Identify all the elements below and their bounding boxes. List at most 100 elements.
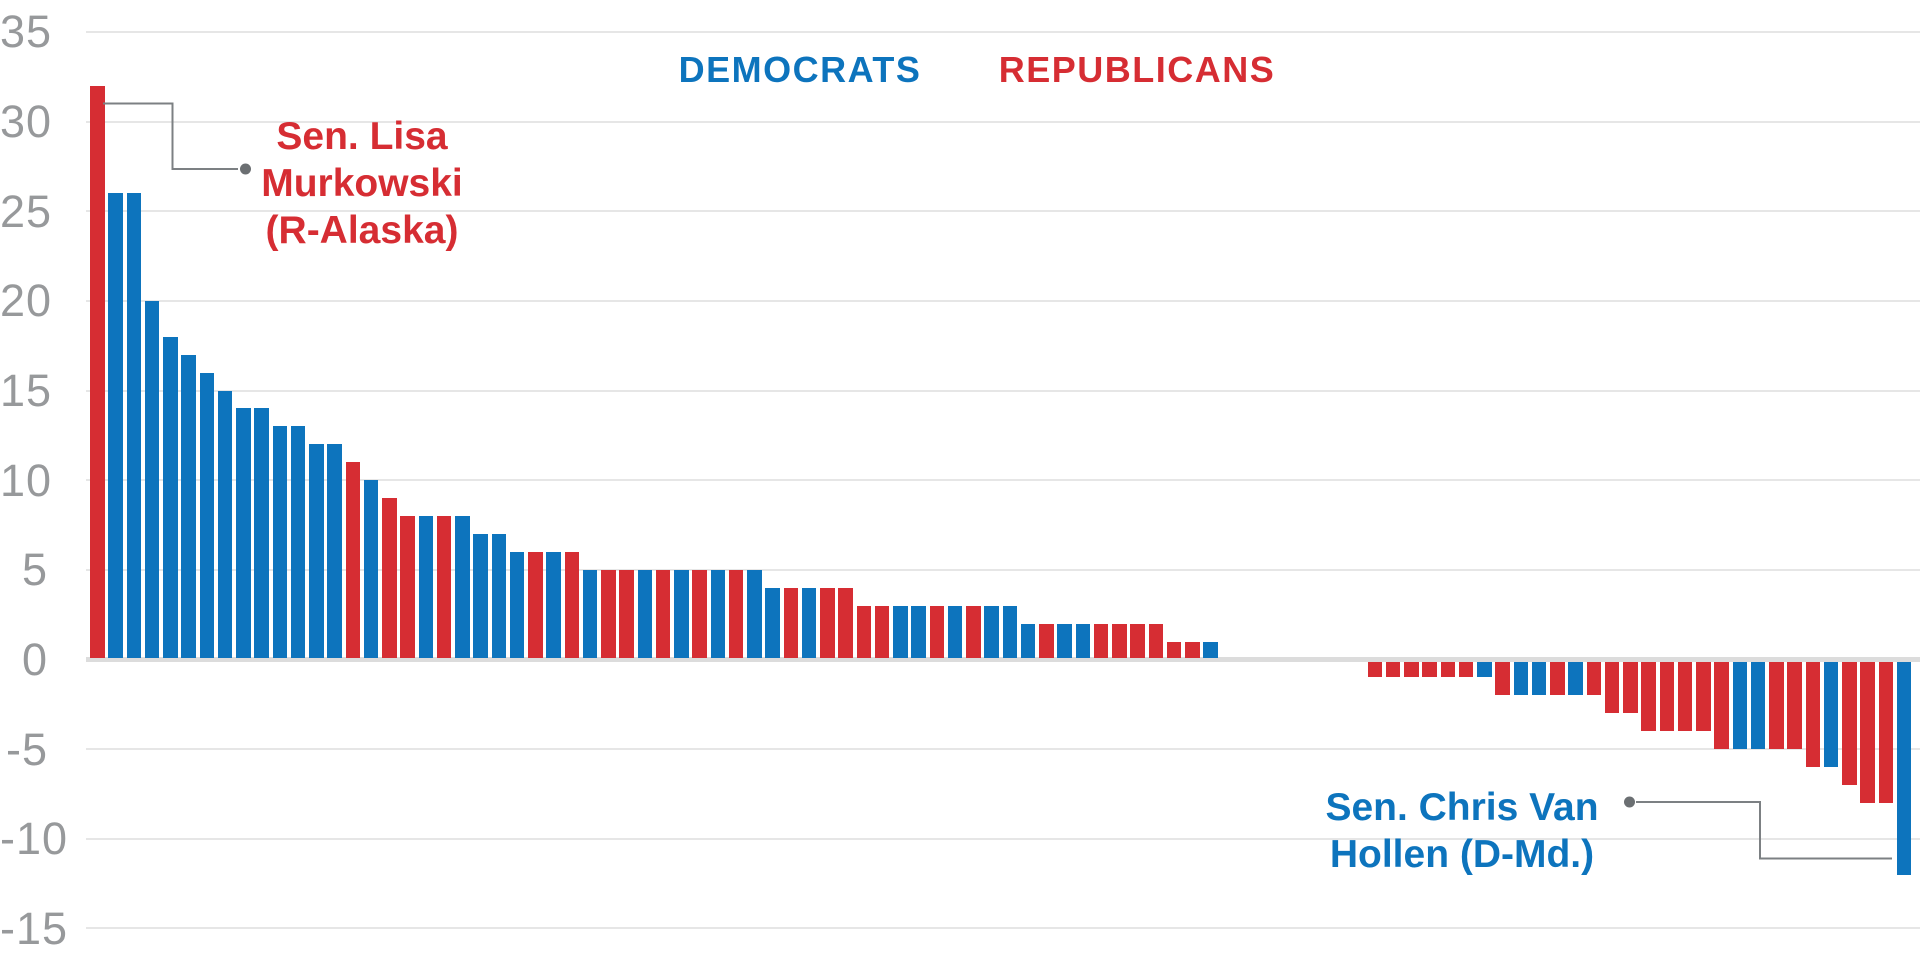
bar — [1531, 662, 1547, 696]
annotation-van-hollen: Sen. Chris Van Hollen (D-Md.) — [1325, 784, 1598, 878]
gridline — [86, 927, 1920, 930]
murkowski-callout-dot — [240, 163, 251, 175]
bar — [1203, 641, 1218, 659]
bar — [217, 390, 233, 659]
bar — [637, 569, 652, 659]
bar — [345, 462, 360, 659]
y-axis-label: 25 — [0, 185, 53, 237]
bar — [728, 569, 744, 659]
legend-democrats-label: DEMOCRATS — [678, 49, 922, 90]
bar — [1422, 662, 1437, 678]
bar — [1550, 662, 1565, 696]
bar — [1769, 662, 1784, 750]
annotation-murkowski-line1: Sen. Lisa — [276, 115, 448, 158]
legend-democrats: DEMOCRATS — [679, 49, 922, 91]
bar — [1641, 662, 1656, 732]
legend-republicans-label: REPUBLICANS — [998, 49, 1276, 90]
bar — [546, 551, 561, 659]
bar — [126, 193, 141, 659]
bar — [820, 587, 835, 659]
bar — [455, 516, 470, 659]
bar — [929, 605, 944, 659]
bar — [1513, 662, 1528, 696]
bar — [1185, 641, 1200, 659]
bar — [1714, 662, 1729, 750]
bar — [473, 533, 488, 659]
bar — [163, 336, 178, 659]
y-axis-label: 10 — [0, 454, 53, 506]
bar — [984, 605, 999, 659]
bar — [254, 408, 269, 659]
bar — [491, 533, 506, 659]
bar — [382, 498, 397, 659]
bar — [1586, 662, 1601, 696]
gridline — [86, 568, 1920, 571]
bar — [418, 516, 433, 659]
bar — [90, 85, 105, 659]
legend-republicans: REPUBLICANS — [999, 49, 1276, 91]
van-hollen-callout-line — [1636, 801, 1892, 860]
bar — [1860, 662, 1875, 803]
bar — [1367, 662, 1382, 678]
bar — [1002, 605, 1017, 659]
bar — [1404, 662, 1419, 678]
bar — [1823, 662, 1839, 768]
bar — [1696, 662, 1711, 732]
y-axis-label: -5 — [5, 723, 48, 775]
gridline — [86, 210, 1920, 213]
bar — [966, 605, 981, 659]
bar — [309, 444, 324, 659]
bar — [272, 426, 287, 659]
gridline — [86, 299, 1920, 302]
bar — [1148, 623, 1163, 659]
bar — [911, 605, 926, 659]
annotation-murkowski-line3: (R-Alaska) — [265, 209, 459, 252]
bar — [290, 426, 306, 659]
bar — [1477, 662, 1492, 678]
bar — [108, 193, 123, 659]
bar — [838, 587, 853, 659]
bar — [1787, 662, 1802, 750]
bar — [856, 605, 871, 659]
van-hollen-callout-dot — [1624, 796, 1635, 808]
bar — [363, 480, 379, 659]
bar — [655, 569, 671, 659]
bar — [1020, 623, 1036, 659]
bar — [692, 569, 707, 659]
annotation-murkowski: Sen. Lisa Murkowski (R-Alaska) — [261, 113, 463, 254]
gridline — [86, 748, 1920, 751]
bar — [874, 605, 890, 659]
bar — [1623, 662, 1638, 714]
gridline — [86, 30, 1920, 33]
bar — [1604, 662, 1620, 714]
bar — [1677, 662, 1693, 732]
bar — [1458, 662, 1474, 678]
zero-baseline — [86, 657, 1920, 662]
bar — [1130, 623, 1145, 659]
murkowski-callout-line — [103, 102, 238, 170]
bar — [1166, 641, 1182, 659]
bar — [181, 354, 196, 659]
bar — [783, 587, 798, 659]
bar — [747, 569, 762, 659]
y-axis-label: -15 — [0, 902, 69, 954]
bar — [236, 408, 251, 659]
bar — [528, 551, 543, 659]
bar — [1750, 662, 1766, 750]
bar — [436, 516, 452, 659]
annotation-van-hollen-line1: Sen. Chris Van — [1325, 786, 1599, 829]
bar — [893, 605, 908, 659]
y-axis-label: 5 — [21, 544, 48, 596]
bar — [1805, 662, 1820, 768]
bar — [144, 300, 160, 659]
gridline — [86, 120, 1920, 123]
bar — [674, 569, 689, 659]
bar — [1057, 623, 1072, 659]
bar — [327, 444, 342, 659]
y-axis-label: -10 — [0, 813, 69, 865]
bar — [601, 569, 616, 659]
bar — [1495, 662, 1510, 696]
bar — [947, 605, 963, 659]
bar — [1896, 662, 1912, 875]
